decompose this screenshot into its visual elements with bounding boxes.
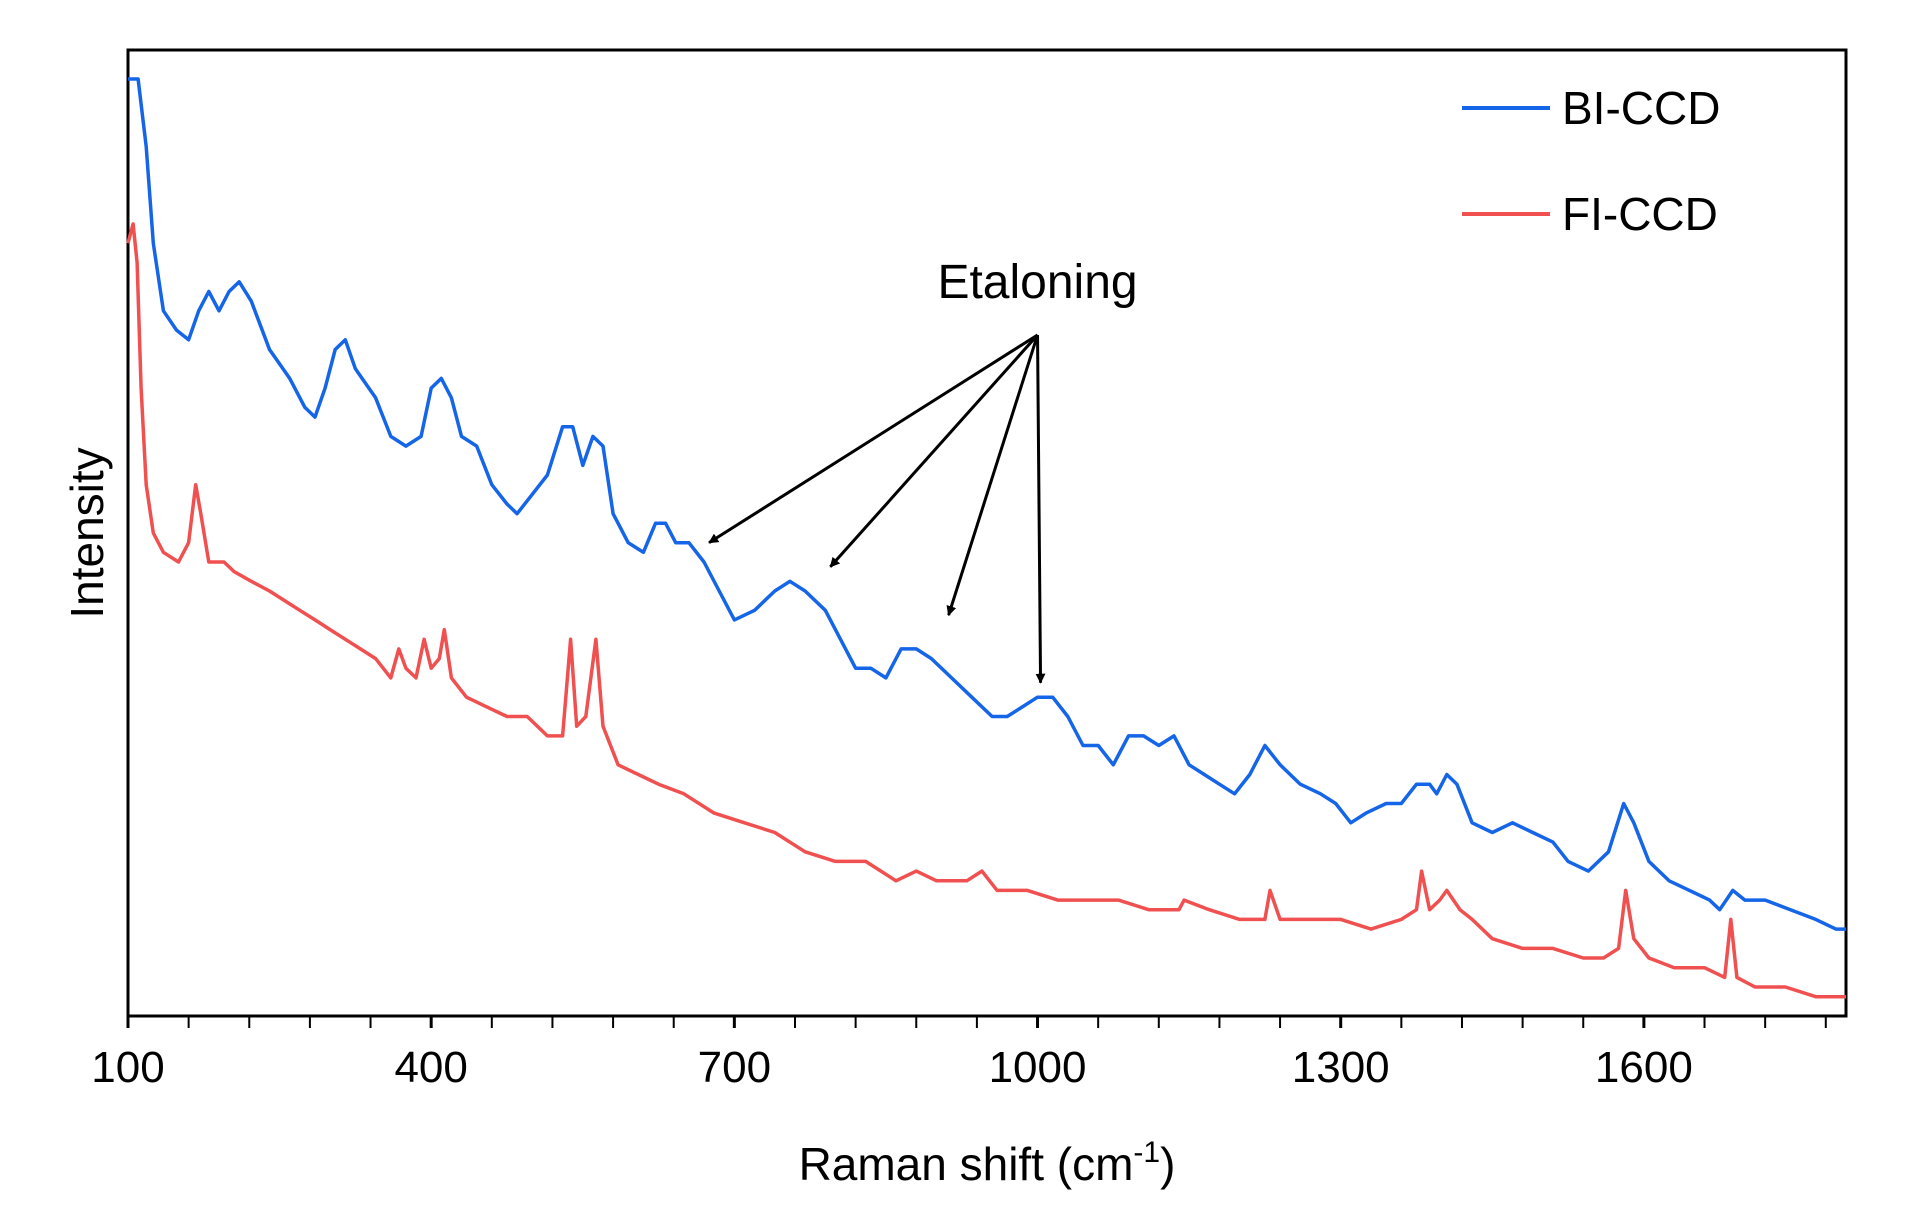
etaloning-annotation-label: Etaloning — [937, 256, 1137, 309]
plot-area-frame — [126, 48, 1848, 1018]
x-axis-title: Raman shift (cm-1) — [799, 1136, 1176, 1190]
legend: BI-CCD FI-CCD — [1462, 82, 1720, 240]
x-tick-label: 100 — [91, 1043, 164, 1092]
etaloning-arrow — [708, 333, 1039, 544]
x-tick-label: 1600 — [1595, 1043, 1693, 1092]
x-tick-label: 400 — [394, 1043, 467, 1092]
x-axis-major-ticks — [126, 1016, 1646, 1028]
etaloning-arrow — [946, 334, 1039, 617]
etaloning-annotation-arrows — [708, 333, 1046, 684]
x-tick-label: 700 — [698, 1043, 771, 1092]
x-tick-label: 1000 — [989, 1043, 1087, 1092]
x-axis-title-main: Raman shift (cm — [799, 1138, 1134, 1190]
bi-ccd-series-line — [128, 77, 1846, 931]
legend-label-bi-ccd: BI-CCD — [1562, 82, 1720, 134]
legend-label-fi-ccd: FI-CCD — [1562, 188, 1718, 240]
x-tick-label: 1300 — [1292, 1043, 1390, 1092]
y-axis-title: Intensity — [61, 447, 113, 618]
x-axis-title-close: ) — [1160, 1138, 1175, 1190]
x-axis-minor-ticks — [187, 1016, 1827, 1028]
fi-ccd-series-line — [126, 222, 1846, 999]
x-axis-title-superscript: -1 — [1133, 1136, 1160, 1169]
x-axis-tick-labels: 100 400 700 1000 1300 1600 — [91, 1043, 1693, 1092]
etaloning-arrow — [829, 333, 1039, 568]
etaloning-arrow — [1035, 334, 1046, 684]
